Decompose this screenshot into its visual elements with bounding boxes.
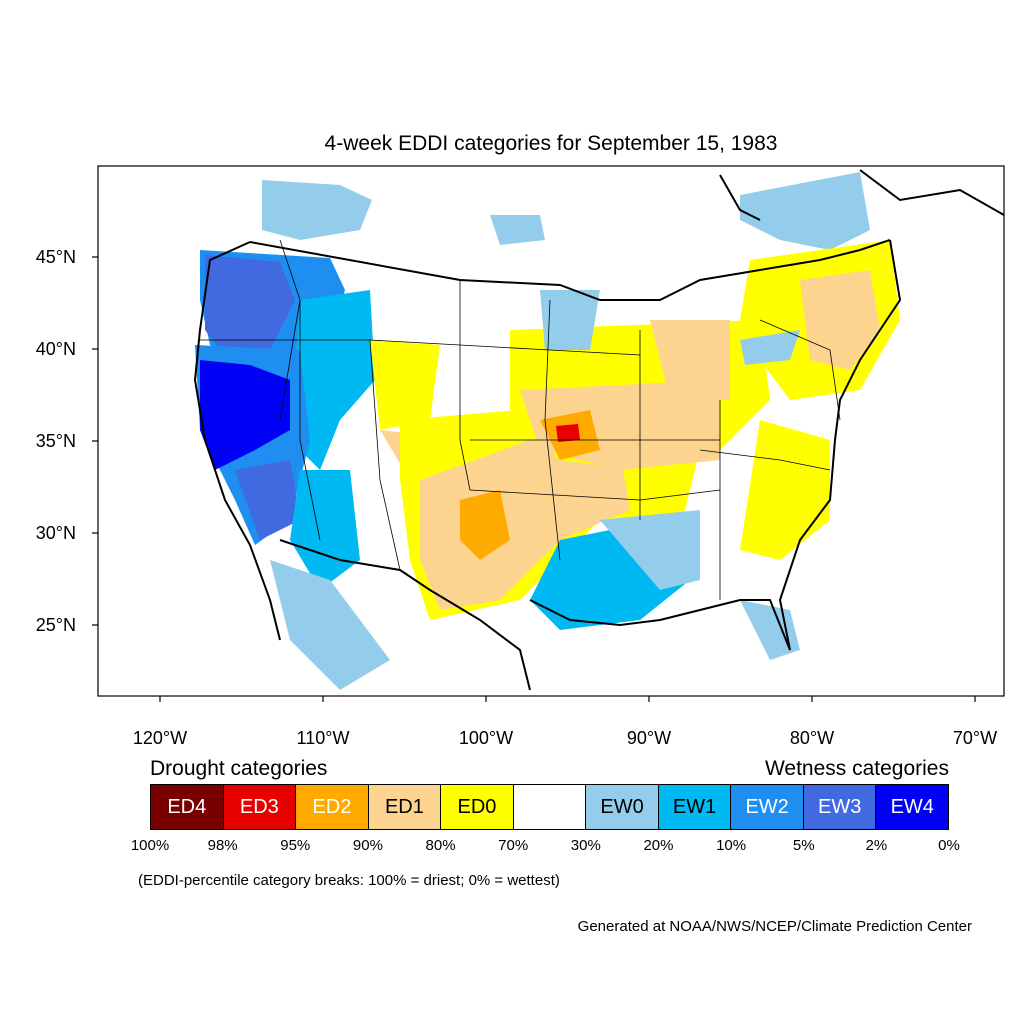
percentile-label: 0% [938,837,960,854]
region-california-ew4 [200,360,290,470]
lat-tick-35: 35°N [35,431,76,451]
percentile-label: 20% [643,837,674,854]
region-lower-miss-ew0 [600,510,700,590]
legend-box-neutral [513,785,587,829]
lon-tick-90w: 90°W [626,728,672,748]
region-canada-east-ew0 [740,172,870,250]
region-socal-ew3 [235,460,300,540]
axis-ticks [92,256,976,702]
region-great-basin-ew1 [290,290,375,470]
region-pacific-nw-ew3 [205,255,295,362]
region-ontario-ew0 [490,215,545,245]
lat-tick-30: 30°N [35,523,76,543]
map-title: 4-week EDDI categories for September 15,… [324,132,778,155]
region-texas-ed1 [420,440,630,610]
percentile-label: 95% [280,837,311,854]
percentile-label: 70% [498,837,529,854]
region-carolina-ed0 [740,420,830,560]
region-michigan-ed1 [650,320,730,400]
legend-box-ed3: ED3 [223,785,297,829]
region-ontario-ew0-b [740,330,800,365]
legend-box-ed2: ED2 [296,785,369,829]
percentile-label: 100% [130,837,170,854]
lon-tick-110w: 110°W [296,728,350,748]
region-texas-ed2 [460,490,510,560]
legend-box-ew0: EW0 [586,785,659,829]
region-northeast-ed1 [800,270,880,370]
region-upper-midwest-ew0 [540,290,600,350]
legend-box-ew4: EW4 [876,785,949,829]
legend-box-ed0: ED0 [441,785,514,829]
region-canada-west-ew0 [262,180,372,240]
percentile-label: 5% [792,837,815,854]
legend-box-ed4: ED4 [151,785,224,829]
legend-box-ew2: EW2 [731,785,804,829]
lat-tick-25: 25°N [35,615,76,635]
legend-box-ew1: EW1 [658,785,732,829]
drought-categories-heading: Drought categories [150,757,328,780]
percentile-label: 2% [865,837,888,854]
region-colorado-ed0 [370,340,440,430]
category-breaks-note: (EDDI-percentile category breaks: 100% =… [138,872,560,889]
lat-tick-45: 45°N [35,247,76,267]
percentile-label: 98% [207,837,238,854]
lon-tick-70w: 70°W [952,728,998,748]
lon-tick-120w: 120°W [132,728,188,748]
region-mexico-ew0 [270,560,390,690]
region-florida-ew0 [740,600,800,660]
legend-box-ew3: EW3 [803,785,877,829]
category-legend: ED4 ED3 ED2 ED1 ED0 EW0 EW1 EW2 EW3 EW4 [150,784,949,830]
map-content [98,166,1004,696]
legend-box-ed1: ED1 [368,785,442,829]
percentile-label: 30% [570,837,601,854]
state-borders [200,239,841,600]
percentile-label: 90% [352,837,383,854]
lon-tick-80w: 80°W [789,728,835,748]
percentile-label: 80% [425,837,456,854]
lon-tick-100w: 100°W [458,728,514,748]
lat-tick-40: 40°N [35,339,76,359]
region-missouri-ed3 [556,424,580,442]
wetness-categories-heading: Wetness categories [764,757,949,780]
percentile-label: 10% [716,837,747,854]
coastline [193,169,1004,691]
credit-line: Generated at NOAA/NWS/NCEP/Climate Predi… [577,918,972,935]
